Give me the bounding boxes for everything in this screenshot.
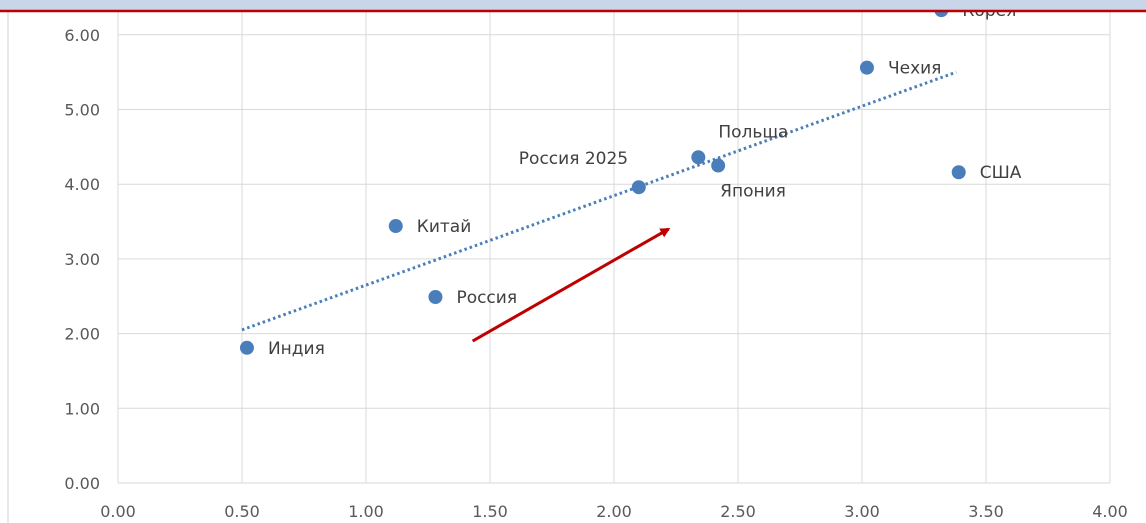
arrow-layer	[471, 227, 671, 343]
data-labels: Индия Китай Россия Россия 2025 Польша Япония Ч…	[268, 1, 1022, 359]
y-tick-label: 4.00	[64, 175, 100, 194]
data-label-китай: Китай	[417, 217, 472, 237]
grid	[7, 0, 1111, 523]
y-tick-label: 6.00	[64, 26, 100, 45]
data-point-чехия	[859, 60, 874, 75]
data-point-япония	[711, 158, 726, 173]
header-bar	[0, 0, 1146, 13]
x-tick-label: 1.00	[348, 502, 384, 521]
axis-tick-labels: 0.00 0.50 1.00 1.50 2.00 2.50 3.00 3.50 4.00 0.00…	[64, 26, 1127, 521]
data-points	[239, 3, 966, 355]
x-tick-label: 0.50	[224, 502, 260, 521]
data-label-индия: Индия	[268, 339, 325, 359]
x-tick-label: 1.50	[472, 502, 508, 521]
y-tick-label: 2.00	[64, 325, 100, 344]
data-label-россия: Россия	[456, 288, 517, 308]
data-point-россия-2025	[631, 180, 646, 195]
x-tick-label: 2.00	[596, 502, 632, 521]
x-tick-label: 4.00	[1092, 502, 1128, 521]
trendline-layer	[241, 70, 957, 332]
data-point-польша	[691, 150, 706, 165]
data-point-сша	[951, 165, 966, 180]
growth-arrow	[471, 227, 671, 343]
trendline	[241, 70, 957, 332]
data-label-польша: Польша	[718, 122, 788, 142]
data-label-россия-2025: Россия 2025	[519, 149, 628, 169]
data-label-чехия: Чехия	[888, 59, 941, 79]
x-tick-label: 3.50	[968, 502, 1004, 521]
y-tick-label: 1.00	[64, 399, 100, 418]
data-label-япония: Япония	[720, 182, 786, 202]
y-tick-label: 3.00	[64, 250, 100, 269]
x-tick-label: 3.00	[844, 502, 880, 521]
x-tick-label: 0.00	[100, 502, 136, 521]
data-point-китай	[388, 219, 403, 234]
data-label-сша: США	[980, 163, 1022, 183]
y-tick-label: 0.00	[64, 474, 100, 493]
data-point-россия	[428, 289, 443, 304]
header-band	[0, 0, 1146, 11]
y-tick-label: 5.00	[64, 101, 100, 120]
x-tick-label: 2.50	[720, 502, 756, 521]
data-point-индия	[239, 340, 254, 355]
